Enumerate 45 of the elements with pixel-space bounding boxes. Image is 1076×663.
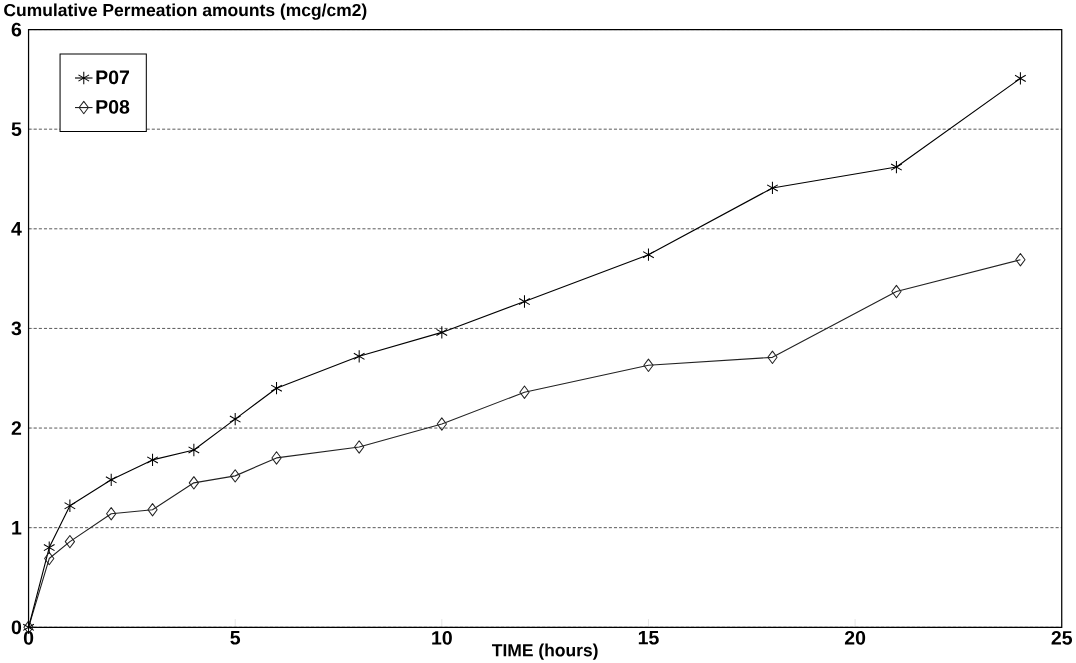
point	[64, 534, 76, 549]
point	[436, 417, 447, 431]
y-tick-label: 3	[11, 321, 22, 336]
point	[1014, 71, 1027, 85]
y-tick-label: 4	[11, 221, 22, 236]
point	[271, 451, 282, 465]
y-tick-label: 1	[12, 520, 22, 535]
point	[891, 284, 902, 299]
point	[890, 160, 903, 174]
point	[766, 181, 779, 195]
point	[1015, 252, 1026, 267]
point	[642, 247, 655, 262]
y-axis-title: Cumulative Permeation amounts (mcg/cm2)	[4, 3, 367, 20]
point	[64, 498, 76, 513]
point	[353, 349, 366, 363]
x-tick-label: 25	[1051, 630, 1073, 645]
point	[105, 473, 118, 487]
y-tick-label: 2	[11, 421, 22, 435]
point	[518, 294, 531, 309]
legend-label: P07	[96, 70, 130, 85]
point	[354, 440, 365, 454]
point	[188, 476, 200, 490]
x-tick-label: 20	[844, 630, 866, 645]
x-tick-label: 0	[23, 630, 34, 645]
point	[270, 381, 283, 395]
y-tick-label: 6	[11, 22, 22, 37]
point	[146, 453, 159, 467]
x-tick-label: 5	[230, 630, 241, 645]
point	[229, 412, 242, 426]
y-tick-label: 5	[11, 122, 22, 136]
x-axis-title: TIME (hours)	[492, 643, 598, 660]
point	[643, 358, 654, 372]
x-tick-label: 15	[638, 630, 659, 645]
y-tick-label: 0	[11, 620, 22, 635]
point	[106, 506, 117, 521]
point	[435, 325, 448, 339]
point	[519, 385, 530, 399]
point	[188, 443, 200, 457]
point	[147, 502, 158, 517]
point	[43, 540, 56, 555]
point	[767, 350, 778, 364]
point	[44, 551, 55, 566]
point	[230, 469, 241, 483]
legend-label: P08	[96, 99, 130, 114]
x-tick-label: 10	[432, 630, 452, 645]
